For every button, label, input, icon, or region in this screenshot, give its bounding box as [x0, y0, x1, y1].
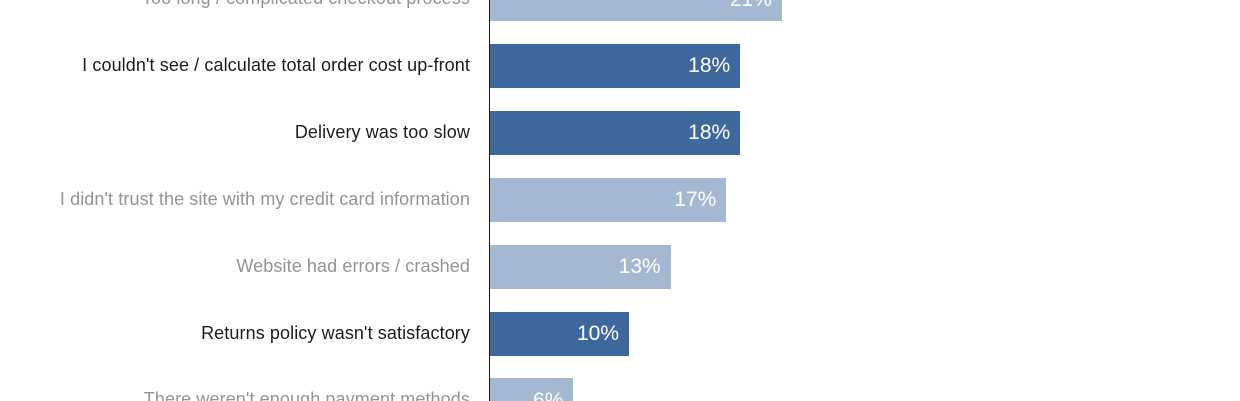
bar: 18% [490, 43, 741, 88]
category-label: I didn't trust the site with my credit c… [59, 188, 470, 209]
bar: 17% [490, 177, 727, 222]
category-label: Delivery was too slow [294, 121, 470, 142]
value-label: 6% [533, 388, 564, 401]
bar-row: Too long / complicated checkout process 2… [0, 0, 1240, 21]
value-label: 21% [730, 0, 782, 10]
value-label: 10% [576, 322, 619, 345]
value-label: 18% [688, 54, 731, 78]
category-label: There weren't enough payment methods [143, 389, 470, 401]
bar: 6% [490, 378, 574, 401]
bar: 21% [490, 0, 782, 21]
bar-row: Returns policy wasn't satisfactory 10% [0, 311, 1240, 356]
category-label: Website had errors / crashed [236, 255, 470, 276]
category-label: Too long / complicated checkout process [0, 0, 470, 9]
bar-row: Delivery was too slow 18% [0, 110, 1240, 155]
bar: 10% [490, 311, 629, 356]
category-label: Returns policy wasn't satisfactory [201, 322, 470, 343]
bar-row: Website had errors / crashed 13% [0, 244, 1240, 289]
category-label: I couldn't see / calculate total order c… [82, 54, 470, 75]
bar: 18% [490, 110, 741, 155]
bar-row: I couldn't see / calculate total order c… [0, 43, 1240, 88]
bar: 13% [490, 244, 671, 289]
bar-row: There weren't enough payment methods 6% [0, 378, 1240, 401]
value-label: 18% [688, 121, 731, 145]
value-label: 17% [674, 188, 717, 212]
bar-row: I didn't trust the site with my credit c… [0, 177, 1240, 222]
value-label: 13% [618, 255, 661, 279]
y-axis-line [488, 0, 490, 401]
